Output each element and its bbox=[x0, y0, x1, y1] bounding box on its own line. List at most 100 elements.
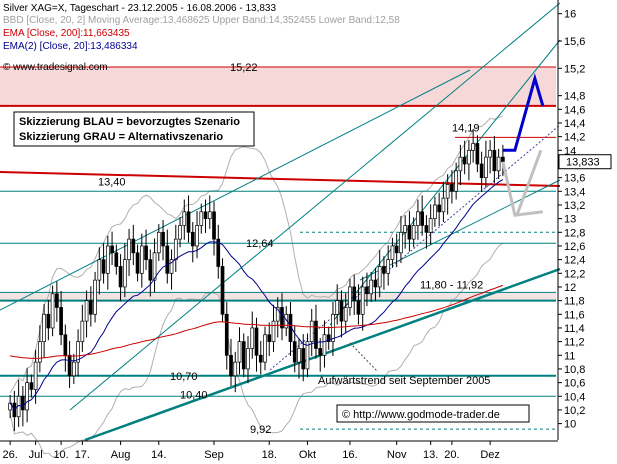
legend-gray-text: Skizzierung GRAU = Alternativszenario bbox=[19, 131, 223, 143]
x-tick-label-9: 16. bbox=[342, 449, 357, 461]
candle-21 bbox=[97, 247, 102, 295]
candle-33 bbox=[148, 249, 153, 297]
dotted-guide bbox=[269, 124, 561, 371]
candle-body-84 bbox=[365, 286, 369, 295]
legend-blue-text: Skizzierung BLAU = bevorzugtes Szenario bbox=[19, 116, 240, 128]
candle-42 bbox=[186, 195, 191, 243]
candle-body-70 bbox=[305, 341, 310, 370]
ema20-line bbox=[9, 179, 504, 411]
candle-body-63 bbox=[275, 307, 280, 322]
candle-body-113 bbox=[488, 149, 492, 158]
candle-body-67 bbox=[292, 341, 297, 363]
candle-112 bbox=[484, 140, 488, 188]
x-axis: 26. Jul 10. 17. Aug 14. Sep 18. Okt 16. Nov 13. 20. D… bbox=[0, 440, 558, 461]
candle-26 bbox=[118, 254, 123, 302]
bollinger-legend: BBD [Close, 20, 2] Moving Average:13,468… bbox=[3, 15, 400, 26]
candle-48 bbox=[212, 201, 216, 256]
candle-body-35 bbox=[156, 231, 161, 254]
candles-layer bbox=[8, 129, 505, 432]
candle-body-14 bbox=[67, 354, 72, 377]
candle-body-21 bbox=[97, 259, 102, 281]
y-tick-label-21: 11,2 bbox=[564, 337, 585, 349]
candle-20 bbox=[93, 271, 97, 323]
candle-86 bbox=[373, 267, 378, 302]
candle-body-17 bbox=[80, 320, 85, 342]
candle-11 bbox=[55, 281, 59, 322]
candle-body-52 bbox=[229, 354, 233, 377]
x-tick-label-2: 10. bbox=[53, 449, 68, 461]
candle-114 bbox=[492, 135, 497, 184]
candle-54 bbox=[237, 327, 242, 375]
candle-body-105 bbox=[454, 170, 458, 192]
candle-body-36 bbox=[161, 231, 165, 247]
candle-body-87 bbox=[377, 266, 382, 288]
candle-body-85 bbox=[369, 279, 374, 295]
candle-body-25 bbox=[114, 252, 119, 267]
y-tick-label-22: 11 bbox=[564, 350, 575, 362]
candle-104 bbox=[450, 170, 454, 204]
x-tick-label-11: 13. bbox=[423, 449, 438, 461]
candle-body-75 bbox=[326, 334, 331, 342]
candle-72 bbox=[314, 304, 318, 359]
candle-60 bbox=[263, 326, 267, 371]
candle-body-10 bbox=[50, 293, 55, 329]
y-tick-label-23: 10,8 bbox=[564, 364, 585, 376]
candle-47 bbox=[207, 195, 212, 229]
candle-43 bbox=[190, 222, 195, 263]
candle-36 bbox=[161, 220, 165, 261]
y-tick-label-17: 12 bbox=[564, 282, 576, 294]
candle-17 bbox=[80, 304, 85, 352]
candle-37 bbox=[165, 229, 170, 284]
candle-body-103 bbox=[445, 184, 450, 199]
candle-body-27 bbox=[122, 259, 127, 288]
y-tick-label-5: 14,4 bbox=[564, 118, 585, 130]
candle-body-98 bbox=[424, 225, 429, 233]
candle-83 bbox=[360, 276, 365, 331]
y-axis: 1615,615,214,814,614,414,21413,813,613,4… bbox=[557, 0, 612, 440]
candle-body-108 bbox=[467, 149, 471, 165]
candle-body-32 bbox=[144, 245, 148, 260]
candle-105 bbox=[454, 162, 458, 200]
source-label: © www.tradesignal.com bbox=[3, 62, 108, 73]
candle-27 bbox=[122, 243, 127, 298]
y-tick-label-18: 11,8 bbox=[564, 296, 585, 308]
candle-110 bbox=[475, 135, 480, 173]
candle-49 bbox=[216, 224, 221, 279]
candle-body-5 bbox=[29, 382, 34, 390]
y-tick-label-0: 16 bbox=[564, 9, 576, 21]
candle-113 bbox=[488, 140, 492, 174]
level-label-5: 10,70 bbox=[170, 371, 198, 383]
candle-body-60 bbox=[263, 334, 267, 363]
candle-56 bbox=[246, 336, 250, 384]
candle-69 bbox=[301, 334, 306, 382]
candle-111 bbox=[479, 151, 484, 192]
candle-88 bbox=[382, 256, 386, 290]
level-label-7: 9,92 bbox=[250, 424, 271, 436]
candle-96 bbox=[416, 199, 420, 240]
candle-body-24 bbox=[110, 245, 114, 254]
projection-gray bbox=[501, 161, 544, 217]
candle-16 bbox=[76, 329, 80, 377]
x-tick-label-0: 26. bbox=[2, 449, 17, 461]
annotation-pointer bbox=[349, 342, 379, 373]
candle-body-26 bbox=[118, 266, 123, 288]
candle-body-110 bbox=[475, 143, 480, 165]
candle-94 bbox=[407, 211, 412, 252]
candle-body-86 bbox=[373, 279, 378, 288]
candle-58 bbox=[254, 317, 259, 372]
candle-74 bbox=[322, 320, 327, 368]
candle-61 bbox=[267, 322, 272, 356]
projection-gray-up bbox=[515, 149, 543, 216]
candle-body-31 bbox=[139, 245, 144, 274]
candle-body-97 bbox=[420, 211, 425, 226]
x-tick-label-12: 20. bbox=[444, 449, 459, 461]
y-tick-label-4: 14,6 bbox=[564, 104, 585, 116]
x-tick-label-3: 17. bbox=[75, 449, 90, 461]
candle-18 bbox=[84, 290, 89, 338]
x-tick-label-5: 14. bbox=[151, 449, 166, 461]
candle-28 bbox=[127, 228, 131, 277]
candle-23 bbox=[105, 235, 110, 290]
candle-body-80 bbox=[348, 286, 352, 308]
projection-blue bbox=[502, 73, 545, 152]
candle-93 bbox=[403, 215, 408, 249]
